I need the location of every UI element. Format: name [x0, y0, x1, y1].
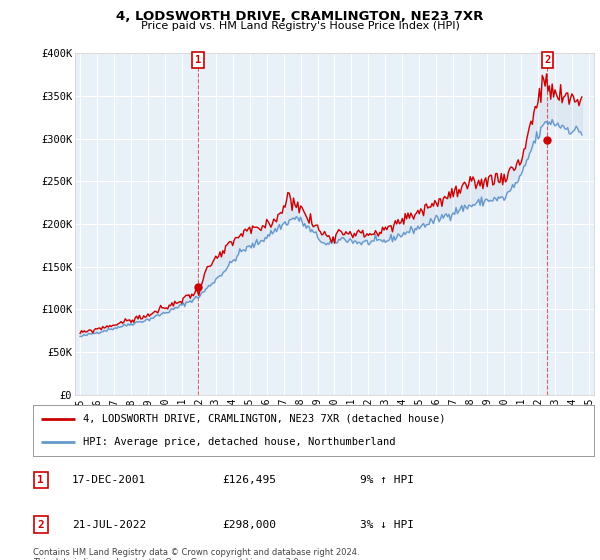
Text: 1: 1 — [37, 475, 44, 485]
Text: 9% ↑ HPI: 9% ↑ HPI — [360, 475, 414, 485]
Text: 2: 2 — [37, 520, 44, 530]
Text: £126,495: £126,495 — [222, 475, 276, 485]
Text: £298,000: £298,000 — [222, 520, 276, 530]
Text: HPI: Average price, detached house, Northumberland: HPI: Average price, detached house, Nort… — [83, 437, 396, 447]
Text: Contains HM Land Registry data © Crown copyright and database right 2024.
This d: Contains HM Land Registry data © Crown c… — [33, 548, 359, 560]
Text: 4, LODSWORTH DRIVE, CRAMLINGTON, NE23 7XR (detached house): 4, LODSWORTH DRIVE, CRAMLINGTON, NE23 7X… — [83, 414, 446, 424]
Text: 3% ↓ HPI: 3% ↓ HPI — [360, 520, 414, 530]
Text: 21-JUL-2022: 21-JUL-2022 — [72, 520, 146, 530]
Text: 1: 1 — [195, 55, 201, 65]
Text: 4, LODSWORTH DRIVE, CRAMLINGTON, NE23 7XR: 4, LODSWORTH DRIVE, CRAMLINGTON, NE23 7X… — [116, 10, 484, 23]
Text: 2: 2 — [544, 55, 550, 65]
Text: Price paid vs. HM Land Registry's House Price Index (HPI): Price paid vs. HM Land Registry's House … — [140, 21, 460, 31]
Text: 17-DEC-2001: 17-DEC-2001 — [72, 475, 146, 485]
